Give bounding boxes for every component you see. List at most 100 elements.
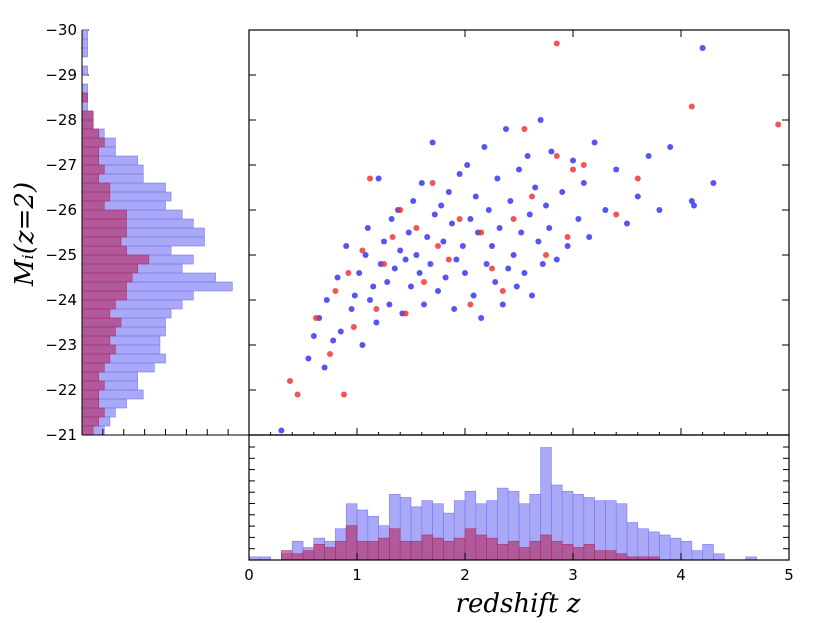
redshift-hist-bar-blue bbox=[680, 540, 693, 561]
redshift-hist-bar-red bbox=[572, 547, 585, 561]
magnitude-hist-bar-blue bbox=[81, 47, 88, 58]
y-tick-label: −23 bbox=[45, 336, 77, 354]
magnitude-hist-bar-blue bbox=[81, 29, 88, 40]
scatter-point bbox=[418, 180, 425, 186]
scatter-point bbox=[472, 193, 479, 200]
scatter-point bbox=[548, 148, 555, 155]
magnitude-hist-bar-red bbox=[81, 92, 88, 103]
scatter-point bbox=[553, 256, 560, 263]
y-tick-label: −27 bbox=[45, 156, 77, 174]
magnitude-hist-bar-red bbox=[81, 326, 116, 337]
scatter-point bbox=[510, 216, 517, 222]
scatter-point bbox=[510, 252, 517, 258]
y-tick-label: −26 bbox=[45, 201, 77, 219]
scatter-point bbox=[634, 193, 641, 200]
y-tick-label: −21 bbox=[45, 426, 77, 444]
x-tick-label: 0 bbox=[244, 566, 254, 584]
magnitude-hist-bar-blue bbox=[81, 65, 88, 76]
y-tick-label: −30 bbox=[45, 21, 77, 39]
scatter-point bbox=[688, 103, 695, 110]
scatter-point bbox=[532, 184, 539, 191]
scatter-point bbox=[313, 315, 319, 321]
scatter-point bbox=[499, 301, 506, 308]
y-tick-label: −24 bbox=[45, 291, 77, 309]
redshift-hist-bar-red bbox=[399, 540, 412, 561]
scatter-point bbox=[389, 234, 396, 240]
scatter-point bbox=[521, 126, 528, 132]
scatter-point bbox=[699, 45, 706, 51]
redshift-hist-bar-blue bbox=[637, 528, 649, 561]
redshift-hist-bar-blue bbox=[702, 544, 714, 561]
scatter-point bbox=[359, 342, 366, 348]
scatter-point bbox=[384, 279, 391, 285]
scatter-point bbox=[507, 198, 514, 204]
redshift-hist-bar-red bbox=[345, 525, 358, 561]
scatter-point bbox=[481, 144, 488, 150]
magnitude-hist-bar-red bbox=[81, 236, 122, 247]
scatter-point bbox=[634, 175, 641, 182]
scatter-point bbox=[553, 40, 560, 47]
y-tick-label: −29 bbox=[45, 66, 77, 84]
redshift-hist-bar-red bbox=[540, 534, 552, 561]
scatter-point bbox=[402, 256, 409, 263]
redshift-hist-bar-red bbox=[291, 553, 304, 561]
redshift-hist-bar-blue bbox=[713, 553, 725, 561]
scatter-point bbox=[343, 243, 350, 249]
scatter-point bbox=[373, 306, 380, 312]
scatter-point bbox=[462, 270, 468, 276]
redshift-hist-bar-blue bbox=[648, 531, 660, 561]
scatter-point bbox=[478, 315, 485, 321]
scatter-point bbox=[381, 238, 387, 245]
redshift-hist-bar-red bbox=[561, 544, 574, 561]
magnitude-hist-bar-red bbox=[81, 416, 100, 427]
scatter-point bbox=[516, 166, 522, 173]
scatter-point bbox=[478, 229, 485, 236]
scatter-point bbox=[359, 247, 366, 254]
redshift-hist-bar-red bbox=[594, 550, 606, 561]
x-tick-label: 1 bbox=[352, 566, 362, 584]
magnitude-hist-bar-red bbox=[81, 209, 127, 220]
scatter-point bbox=[310, 333, 317, 339]
scatter-point bbox=[591, 139, 598, 146]
scatter-point bbox=[375, 175, 382, 182]
redshift-hist-bar-blue bbox=[669, 537, 682, 561]
scatter-point bbox=[388, 216, 395, 222]
scatter-point bbox=[489, 265, 495, 272]
magnitude-hist-bar-red bbox=[81, 353, 111, 364]
redshift-hist-bar-red bbox=[583, 544, 595, 561]
scatter-point bbox=[435, 243, 441, 249]
scatter-point bbox=[513, 283, 520, 290]
scatter-point bbox=[453, 256, 460, 263]
scatter-point bbox=[496, 225, 503, 231]
scatter-point bbox=[442, 274, 449, 281]
redshift-hist-bar-red bbox=[378, 537, 390, 561]
scatter-point bbox=[524, 153, 531, 159]
redshift-hist-bar-red bbox=[475, 534, 487, 561]
scatter-point bbox=[543, 252, 549, 258]
scatter-point bbox=[489, 243, 495, 249]
magnitude-hist-bar-red bbox=[81, 254, 150, 265]
scatter-point bbox=[305, 355, 312, 362]
scatter-point bbox=[564, 243, 571, 249]
x-tick-label: 5 bbox=[784, 566, 794, 584]
scatter-point bbox=[494, 175, 501, 182]
scatter-point bbox=[518, 229, 525, 236]
scatter-point bbox=[535, 238, 542, 245]
redshift-hist-bar-red bbox=[356, 540, 369, 561]
scatter-point bbox=[580, 180, 587, 186]
scatter-point bbox=[341, 391, 347, 398]
magnitude-hist-bar-red bbox=[81, 380, 105, 391]
redshift-hist-bar-blue bbox=[615, 503, 628, 561]
redshift-hist-bar-red bbox=[443, 540, 455, 561]
magnitude-hist-bar-red bbox=[81, 290, 127, 301]
scatter-point bbox=[429, 180, 436, 186]
scatter-point bbox=[526, 211, 533, 218]
y-tick-label: −28 bbox=[45, 111, 77, 129]
redshift-hist-bar-red bbox=[605, 550, 617, 561]
scatter-point bbox=[356, 270, 363, 276]
scatter-point bbox=[429, 139, 436, 146]
scatter-point bbox=[397, 207, 404, 213]
magnitude-hist-bar-red bbox=[81, 335, 111, 346]
magnitude-hist-bar-red bbox=[81, 200, 105, 211]
magnitude-hist-bar-red bbox=[81, 218, 127, 229]
